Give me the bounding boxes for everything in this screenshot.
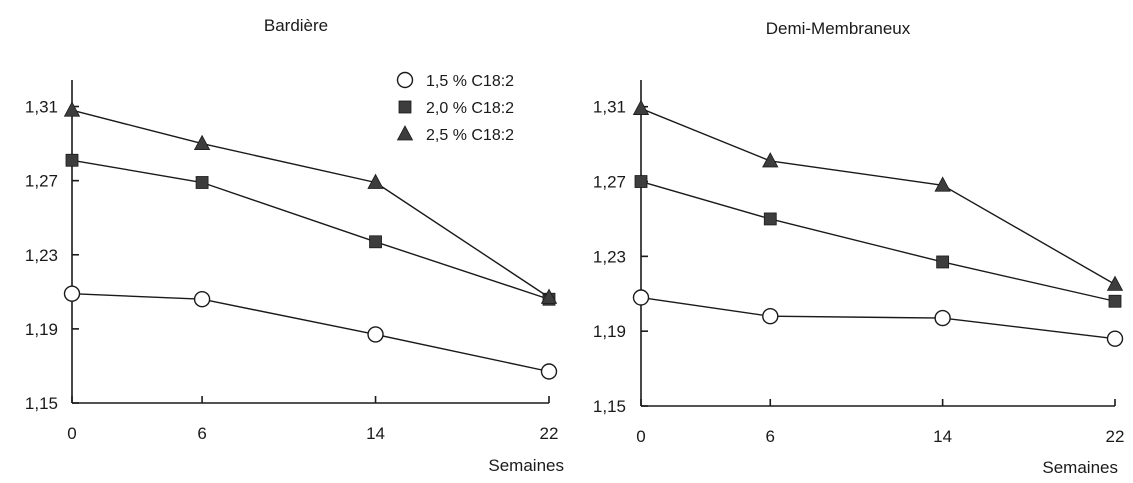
x-tick-label: 6	[766, 427, 775, 446]
y-tick-label: 1,15	[25, 394, 58, 413]
series-1-5-c18-2-point	[63, 285, 81, 302]
chart-title: Demi-Membraneux	[766, 19, 911, 38]
series-2-5-c18-2-point	[63, 101, 81, 117]
y-tick-label: 1,19	[593, 322, 626, 341]
legend-marker-2-5-c18-2	[396, 125, 414, 141]
x-tick-label: 0	[636, 427, 645, 446]
y-tick-label: 1,15	[593, 397, 626, 416]
x-axis-label: Semaines	[488, 456, 564, 475]
series-1-5-c18-2-point	[934, 309, 951, 327]
series-1-5-c18-2-point	[193, 291, 211, 308]
chart-panel-demi-membraneux: Demi-Membraneux 1,15 1,19 1,23 1,27 1,31 0 6 14 2…	[593, 19, 1125, 477]
series-2-5-c18-2-point	[762, 152, 779, 168]
series-2-5-c18-2-point	[934, 176, 951, 192]
series-2-0-c18-2-line	[71, 159, 550, 300]
x-tick-label: 0	[67, 424, 76, 443]
chart-panel-bardiere: Bardière 1,15 1,19 1,23 1,27 1,31 0 6 14 22 Semain…	[25, 16, 564, 475]
y-tick-label: 1,23	[25, 246, 58, 265]
x-axis-label: Semaines	[1042, 458, 1118, 477]
series-2-0-c18-2-point	[369, 235, 382, 249]
legend-marker-2-0-c18-2	[398, 100, 412, 114]
series-2-0-c18-2-line	[640, 180, 1116, 302]
series-1-5-c18-2-point	[367, 326, 384, 343]
series-2-5-c18-2-line	[640, 107, 1116, 286]
series-2-0-c18-2-point	[634, 175, 648, 188]
series-1-5-c18-2-point	[540, 363, 558, 380]
legend-label: 1,5 % C18:2	[426, 73, 514, 90]
y-tick-label: 1,31	[593, 98, 626, 117]
series-2-0-c18-2-point	[195, 176, 209, 189]
series-2-0-c18-2-point	[65, 153, 79, 167]
series-2-5-c18-2-line	[71, 109, 550, 298]
series-1-5-c18-2-line	[640, 296, 1116, 340]
y-tick-label: 1,31	[25, 98, 58, 117]
x-tick-label: 22	[540, 424, 559, 443]
series-2-0-c18-2-point	[936, 255, 950, 269]
series-2-5-c18-2-point	[367, 173, 384, 189]
series-2-0-c18-2-point	[1108, 294, 1122, 308]
chart-title: Bardière	[264, 16, 328, 35]
x-tick-label: 14	[933, 427, 952, 446]
x-tick-label: 14	[366, 424, 385, 443]
x-tick-label: 6	[197, 424, 206, 443]
y-tick-label: 1,23	[593, 247, 626, 266]
series-1-5-c18-2-point	[762, 308, 779, 325]
legend-marker-1-5-c18-2	[396, 71, 414, 89]
y-tick-label: 1,19	[25, 320, 58, 339]
series-2-5-c18-2-point	[540, 288, 558, 304]
series-1-5-c18-2-point	[632, 289, 650, 306]
series-2-5-c18-2-point	[632, 99, 650, 115]
legend-label: 2,5 % C18:2	[426, 127, 514, 144]
legend-label: 2,0 % C18:2	[426, 100, 514, 117]
series-1-5-c18-2-line	[71, 292, 550, 373]
series-1-5-c18-2-point	[1106, 330, 1124, 347]
x-tick-label: 22	[1106, 427, 1125, 446]
series-2-0-c18-2-point	[763, 212, 777, 226]
y-tick-label: 1,27	[25, 172, 58, 191]
series-2-5-c18-2-point	[193, 134, 211, 150]
legend: 1,5 % C18:2 2,0 % C18:2 2,5 % C18:2	[396, 71, 514, 144]
y-tick-label: 1,27	[593, 173, 626, 192]
series-2-5-c18-2-point	[1106, 275, 1124, 291]
